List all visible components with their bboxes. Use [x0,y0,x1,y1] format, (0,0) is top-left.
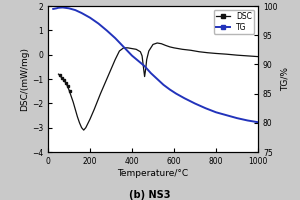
Text: (b) NS3: (b) NS3 [129,190,171,200]
Y-axis label: TG/%: TG/% [280,67,289,91]
Y-axis label: DSC/(mW/mg): DSC/(mW/mg) [20,47,29,111]
Legend: DSC, TG: DSC, TG [214,10,254,34]
X-axis label: Temperature/°C: Temperature/°C [117,169,189,178]
